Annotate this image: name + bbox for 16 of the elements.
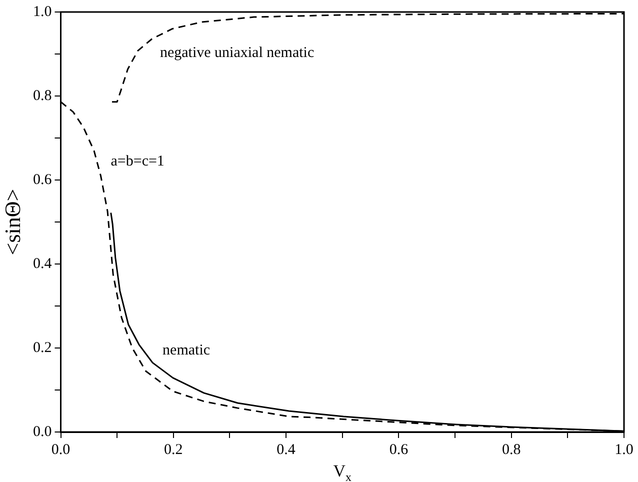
x-tick-label: 0.6 xyxy=(389,442,409,458)
series-label: negative uniaxial nematic xyxy=(160,44,314,61)
x-tick-label: 1.0 xyxy=(614,442,634,458)
y-tick-label: 0.0 xyxy=(33,424,52,440)
y-tick-label: 0.8 xyxy=(33,88,52,104)
y-tick-label: 0.2 xyxy=(33,340,52,356)
x-tick-label: 0.4 xyxy=(276,442,296,458)
x-tick-label: 0.8 xyxy=(502,442,521,458)
y-axis-title: <sinΘ> xyxy=(0,188,25,256)
x-tick-label: 0.2 xyxy=(164,442,183,458)
series-label: nematic xyxy=(162,342,210,359)
y-tick-label: 0.4 xyxy=(33,256,52,272)
y-tick-label: 1.0 xyxy=(33,4,52,20)
series-label: a=b=c=1 xyxy=(110,154,164,170)
x-tick-label: 0.0 xyxy=(51,442,70,458)
y-tick-label: 0.6 xyxy=(33,172,52,188)
